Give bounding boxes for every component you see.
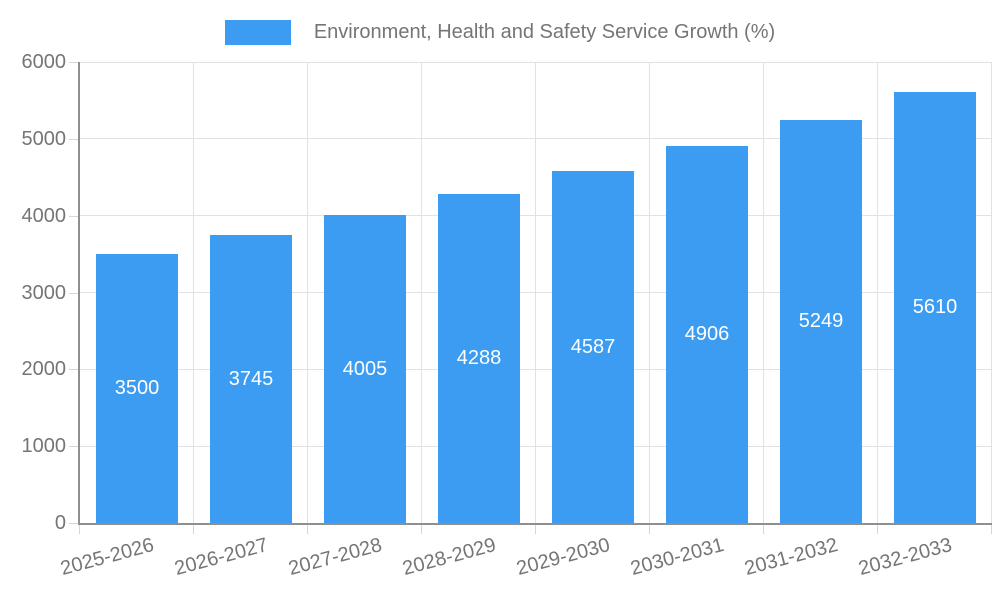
y-axis-tick [69,369,78,371]
bar-value-label: 5249 [798,310,844,332]
grid-line-vertical [421,62,422,523]
x-axis-tick [649,525,650,534]
grid-line-vertical [991,62,992,523]
grid-line-vertical [193,62,194,523]
bar: 3500 [96,254,178,523]
legend: Environment, Health and Safety Service G… [0,20,1000,45]
x-axis-tick-label: 2027-2028 [286,534,385,581]
y-axis-tick-label: 5000 [21,127,67,150]
y-axis-tick [69,62,78,63]
x-axis-tick [307,525,308,534]
y-axis-tick [69,138,78,140]
bar: 5610 [894,92,976,523]
y-axis-tick-label: 3000 [21,281,67,304]
grid-line-horizontal [80,292,992,293]
bar: 4005 [324,215,406,523]
grid-line-horizontal [80,368,992,370]
x-axis-tick-label: 2032-2033 [856,534,955,581]
y-axis-tick [69,215,78,217]
x-axis-tick-label: 2030-2031 [628,534,727,581]
bar-value-label: 4906 [684,323,730,345]
y-axis-tick-label: 1000 [21,435,67,458]
bar: 5249 [780,120,862,523]
y-axis-tick-label: 0 [54,512,66,534]
legend-item[interactable]: Environment, Health and Safety Service G… [224,20,776,45]
y-axis-tick-label: 6000 [21,51,67,73]
grid-line-horizontal [80,445,992,447]
legend-label: Environment, Health and Safety Service G… [313,21,776,43]
grid-line-horizontal [80,215,992,217]
x-axis-tick-label: 2029-2030 [514,534,613,581]
y-axis-tick-label: 4000 [21,204,67,227]
legend-swatch-icon [224,20,291,45]
bar: 3745 [210,235,292,523]
bar-value-label: 3745 [228,367,274,390]
x-axis-tick-label: 2031-2032 [742,534,841,581]
y-axis-tick [69,523,78,524]
x-axis-tick-label: 2028-2029 [400,534,499,581]
bar: 4288 [438,194,520,523]
x-axis-tick [877,525,878,534]
grid-line-horizontal [80,61,992,63]
grid-line-vertical [763,62,764,523]
x-axis-tick [193,525,194,534]
x-axis-tick [79,525,80,534]
bar-value-label: 4005 [342,357,388,380]
grid-line-vertical [649,62,650,523]
grid-line-horizontal [80,138,992,140]
plot-area: 3500 3745 4005 4288 4587 4906 5249 5610 [78,61,992,525]
bar-value-label: 5610 [912,296,958,318]
y-axis-tick [69,292,78,294]
grid-line-vertical [535,62,536,523]
y-axis-tick [69,446,78,448]
bar-value-label: 4288 [456,347,502,369]
x-axis-tick-label: 2026-2027 [172,534,271,581]
bar: 4906 [666,146,748,523]
y-axis-tick-label: 2000 [21,358,67,381]
x-axis-tick [763,525,764,534]
bar-value-label: 3500 [114,377,160,399]
grid-line-vertical [307,62,308,523]
x-axis-tick [535,525,536,534]
bar-value-label: 4587 [570,335,616,358]
bar: 4587 [552,171,634,523]
x-axis-tick [991,525,992,534]
grid-line-vertical [877,62,878,523]
x-axis-tick [421,525,422,534]
x-axis-tick-label: 2025-2026 [58,534,157,581]
